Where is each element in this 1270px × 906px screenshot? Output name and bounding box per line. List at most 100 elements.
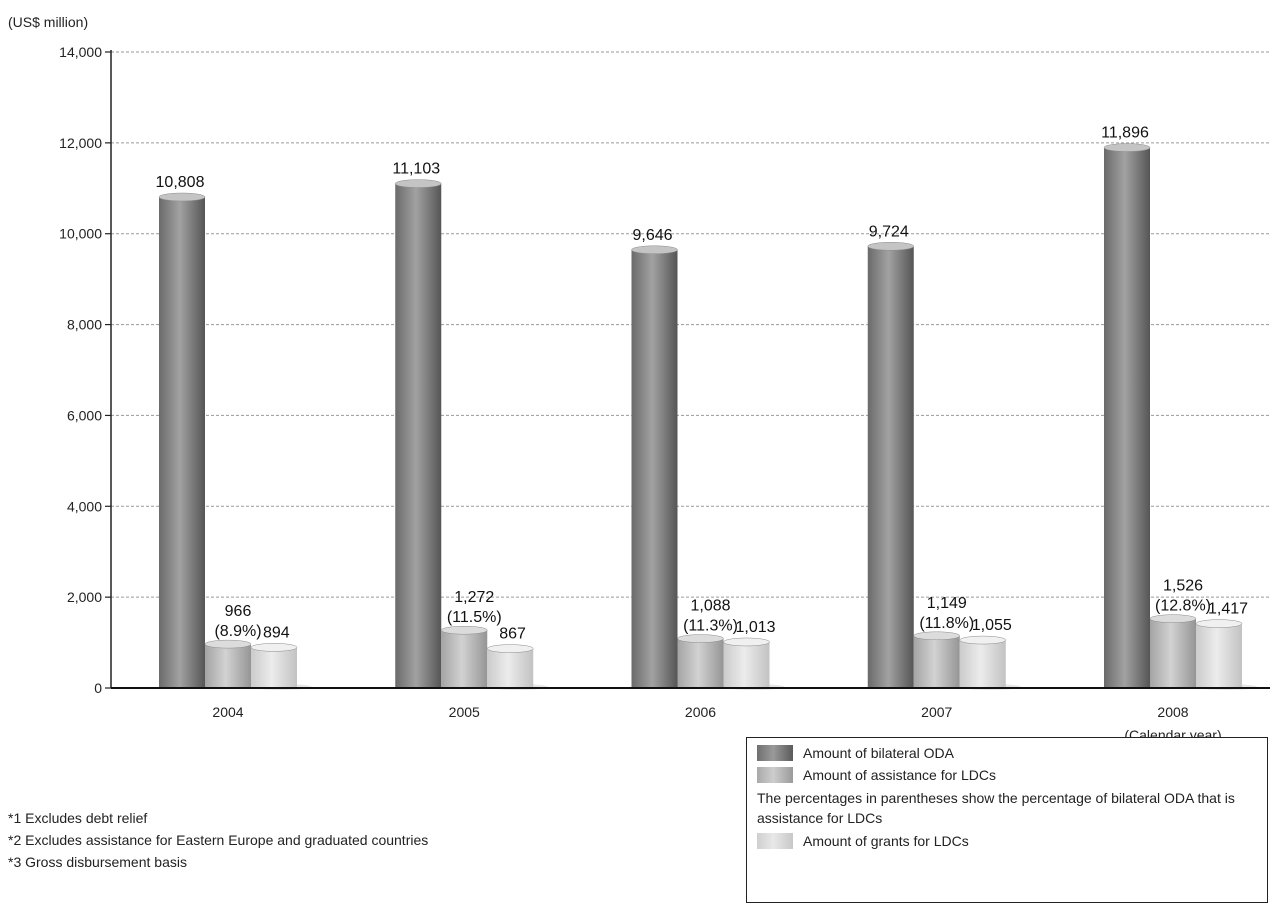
bar-top <box>1103 143 1151 152</box>
bar-ldc-2007 <box>913 631 960 688</box>
bar-oda-2005 <box>395 179 442 688</box>
bar-top <box>158 192 206 202</box>
bar-body <box>1104 147 1150 688</box>
bar-grant-2005 <box>487 644 534 688</box>
percent-label: (11.8%) <box>919 615 974 632</box>
data-label: 11,103 <box>392 161 440 178</box>
bar-body <box>959 640 1006 688</box>
footnote-2: *2 Excludes assistance for Eastern Europ… <box>8 832 429 848</box>
percent-label: (11.3%) <box>683 618 738 635</box>
data-label: 1,055 <box>972 617 1012 634</box>
bar-top <box>204 639 252 649</box>
y-axis: 0 2,000 4,000 6,000 8,000 10,000 12,000 14,000 <box>59 44 112 696</box>
bar-top <box>441 625 488 635</box>
bar-top <box>1195 619 1243 628</box>
bar-ldc-2004 <box>204 639 252 688</box>
bar-body <box>441 630 488 688</box>
data-label: 867 <box>499 626 526 643</box>
bar-ldc-2006 <box>677 634 724 688</box>
y-tick-label: 4,000 <box>67 498 102 514</box>
y-tick-label: 0 <box>94 680 102 696</box>
data-label: 1,088 <box>690 598 730 615</box>
legend-swatch-ldc <box>757 767 793 783</box>
data-label: 1,272 <box>454 589 494 606</box>
x-tick-label: 2008 <box>1157 704 1188 720</box>
legend-item-ldc: Amount of assistance for LDCs <box>757 764 1259 786</box>
bar-body <box>867 246 914 689</box>
footnote-1: *1 Excludes debt relief <box>8 810 148 826</box>
data-label: 1,417 <box>1208 601 1248 618</box>
bar-top <box>395 179 442 188</box>
data-label: 9,724 <box>869 223 909 240</box>
y-tick-label: 2,000 <box>67 589 102 605</box>
legend: Amount of bilateral ODA Amount of assist… <box>746 737 1268 903</box>
x-tick-label: 2007 <box>921 704 952 720</box>
data-label: 894 <box>263 624 290 641</box>
bar-body <box>159 197 205 688</box>
percent-label: (12.8%) <box>1155 598 1211 615</box>
bar-oda-2006 <box>631 245 678 688</box>
data-label: 1,149 <box>927 595 967 612</box>
y-tick-label: 6,000 <box>67 407 102 423</box>
x-tick-label: 2005 <box>449 704 480 720</box>
data-label: 966 <box>225 603 252 620</box>
bar-top <box>631 245 678 255</box>
bar-ldc-2008 <box>1149 614 1197 688</box>
bar-body <box>487 648 534 688</box>
y-tick-label: 14,000 <box>59 44 102 60</box>
footnotes: *1 Excludes debt relief *2 Excludes assi… <box>8 807 428 873</box>
gridlines <box>111 51 1270 598</box>
bar-body <box>395 183 442 688</box>
bar-oda-2004 <box>158 192 206 688</box>
bar-body <box>205 644 251 688</box>
y-tick-label: 10,000 <box>59 226 102 242</box>
bar-top <box>250 643 298 652</box>
bar-top <box>677 634 724 643</box>
legend-swatch-grant <box>757 833 793 849</box>
legend-label-oda: Amount of bilateral ODA <box>803 745 954 761</box>
y-axis-unit-label: (US$ million) <box>8 14 88 30</box>
bar-oda-2007 <box>867 242 914 689</box>
bar-body <box>251 647 297 688</box>
bar-top <box>487 644 534 653</box>
legend-label-grant: Amount of grants for LDCs <box>803 833 969 849</box>
bar-oda-2008 <box>1103 143 1151 688</box>
y-tick-label: 12,000 <box>59 135 102 151</box>
x-axis: 2004 2005 2006 2007 2008 <box>111 687 1270 720</box>
legend-item-grant: Amount of grants for LDCs <box>757 830 1259 852</box>
legend-note: The percentages in parentheses show the … <box>757 790 1235 826</box>
legend-item-oda: Amount of bilateral ODA <box>757 742 1259 764</box>
data-label: 1,526 <box>1163 578 1203 595</box>
bar-top <box>867 242 914 251</box>
bar-body <box>677 638 724 688</box>
y-tick-label: 8,000 <box>67 317 102 333</box>
bar-top <box>723 637 770 647</box>
data-label: 1,013 <box>736 619 776 636</box>
legend-swatch-oda <box>757 745 793 761</box>
data-label: 10,808 <box>156 174 205 191</box>
x-tick-label: 2004 <box>212 704 243 720</box>
bars <box>158 143 1257 690</box>
bar-grant-2007 <box>959 635 1006 688</box>
bar-top <box>913 631 960 641</box>
bar-top <box>1149 614 1197 623</box>
bar-grant-2004 <box>250 643 298 688</box>
bar-ldc-2005 <box>441 625 488 688</box>
x-tick-label: 2006 <box>685 704 716 720</box>
bar-body <box>1150 618 1196 688</box>
bar-body <box>723 641 770 688</box>
bar-body <box>631 249 678 688</box>
percent-label: (11.5%) <box>447 609 502 626</box>
bar-body <box>913 635 960 688</box>
data-labels: 10,808 966 (8.9%) 894 11,103 1,272 (11.5%)867 9… <box>156 125 1249 643</box>
legend-label-ldc: Amount of assistance for LDCs <box>803 767 996 783</box>
footnote-3: *3 Gross disbursement basis <box>8 854 187 870</box>
bar-grant-2008 <box>1195 619 1243 688</box>
percent-label: (8.9%) <box>214 623 261 640</box>
data-label: 11,896 <box>1101 125 1149 142</box>
data-label: 9,646 <box>632 227 672 244</box>
bar-top <box>959 635 1006 645</box>
bar-grant-2006 <box>723 637 770 688</box>
bar-body <box>1196 623 1242 688</box>
